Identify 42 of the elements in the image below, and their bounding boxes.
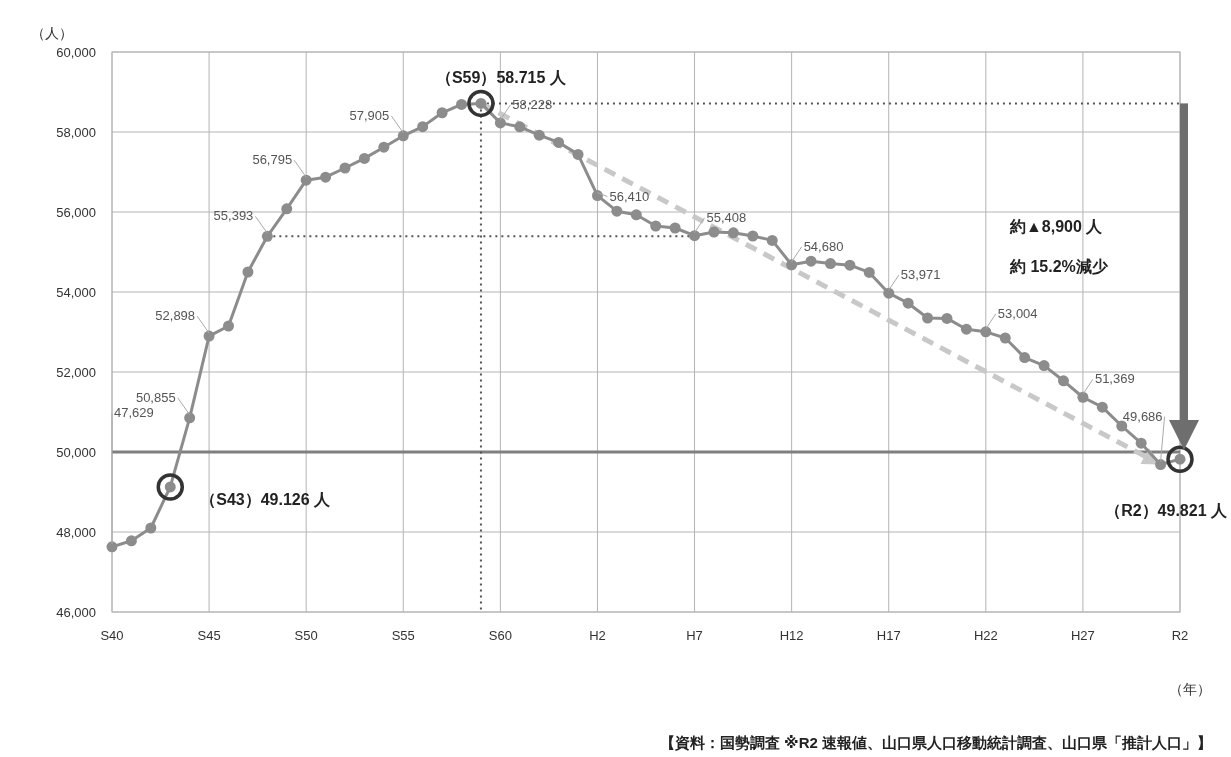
x-tick-label: S60 xyxy=(488,628,512,643)
data-label: 50,855 xyxy=(135,389,176,405)
y-tick-label: 54,000 xyxy=(56,285,96,300)
data-label: 49,686 xyxy=(1122,408,1163,424)
data-label: 53,004 xyxy=(997,305,1038,321)
data-label: 47,629 xyxy=(114,404,154,420)
y-tick-label: 46,000 xyxy=(56,605,96,620)
data-label: 55,393 xyxy=(213,208,254,224)
x-tick-label: S45 xyxy=(197,628,221,643)
y-tick-label: 48,000 xyxy=(56,525,96,540)
x-tick-label: H2 xyxy=(589,628,606,643)
data-label: 56,795 xyxy=(252,152,293,168)
y-axis-title: （人） xyxy=(31,25,73,41)
x-tick-label: H12 xyxy=(779,628,804,643)
x-axis-title: （年） xyxy=(1169,681,1211,697)
data-label: 54,680 xyxy=(803,238,844,254)
data-label: 57,905 xyxy=(349,107,390,123)
x-tick-label: H17 xyxy=(876,628,901,643)
annotation: （S59）58.715 人 xyxy=(435,69,567,88)
annotation: 約▲8,900 人 xyxy=(1009,218,1104,235)
x-tick-label: R2 xyxy=(1171,628,1189,643)
y-tick-label: 52,000 xyxy=(56,365,96,380)
x-tick-label: H22 xyxy=(973,628,998,643)
data-label: 52,898 xyxy=(155,308,196,324)
data-label: 55,408 xyxy=(706,209,747,225)
x-tick-label: H27 xyxy=(1070,628,1095,643)
y-tick-label: 56,000 xyxy=(56,205,96,220)
data-label: 56,410 xyxy=(609,188,650,204)
data-label: 53,971 xyxy=(900,267,941,283)
data-label: 51,369 xyxy=(1094,371,1135,387)
x-tick-label: S55 xyxy=(391,628,415,643)
y-tick-label: 60,000 xyxy=(56,45,96,60)
x-tick-label: H7 xyxy=(686,628,703,643)
text: 【資料：国勢調査 ※R2 速報値、山口県人口移動統計調査、山口県「推計人口」】 xyxy=(659,734,1212,752)
annotation: 約 15.2%減少 xyxy=(1009,258,1109,275)
y-tick-label: 50,000 xyxy=(56,445,96,460)
y-tick-label: 58,000 xyxy=(56,125,96,140)
x-tick-label: S50 xyxy=(294,628,318,643)
annotation: （S43）49.126 人 xyxy=(200,490,332,509)
x-tick-label: S40 xyxy=(100,628,124,643)
data-label: 58,228 xyxy=(512,96,553,112)
annotation: （R2）49.821 人 xyxy=(1105,502,1228,521)
